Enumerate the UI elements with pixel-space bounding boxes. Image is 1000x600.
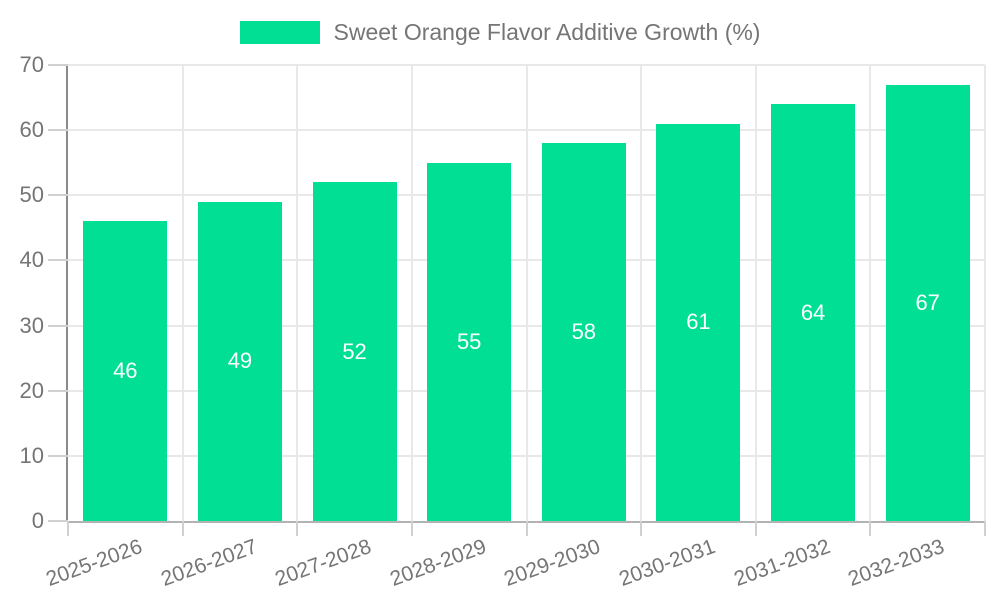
bar-value-label: 55: [456, 328, 482, 354]
x-tick-mark: [869, 521, 872, 536]
x-tick-label: 2028-2029: [386, 535, 490, 591]
y-tick-mark: [48, 64, 68, 66]
x-tick-label: 2032-2033: [845, 535, 948, 591]
gridline-vertical: [869, 65, 872, 521]
x-tick-label: 2025-2026: [42, 535, 146, 591]
bar-value-label: 46: [113, 358, 138, 384]
y-tick-label: 10: [19, 442, 44, 468]
bar-2030-2031[interactable]: 61: [656, 123, 741, 521]
y-tick-mark: [48, 259, 68, 262]
bar-value-label: 64: [800, 299, 826, 325]
bar-value-label: 52: [342, 338, 367, 364]
y-tick-mark: [48, 520, 68, 522]
bar-value-label: 67: [915, 289, 940, 315]
legend-label[interactable]: Sweet Orange Flavor Additive Growth (%): [333, 18, 761, 45]
x-tick-mark: [640, 521, 643, 536]
gridline-vertical: [640, 65, 643, 521]
x-tick-mark: [296, 521, 299, 536]
y-tick-label: 70: [19, 52, 44, 77]
legend: Sweet Orange Flavor Additive Growth (%): [0, 16, 1000, 48]
bar-2032-2033[interactable]: 67: [885, 84, 970, 521]
x-tick-label: 2029-2030: [501, 535, 604, 591]
bar-2029-2030[interactable]: 58: [541, 143, 626, 521]
y-tick-mark: [48, 389, 68, 392]
x-tick-label: 2027-2028: [272, 535, 375, 591]
gridline-vertical: [410, 65, 413, 521]
gridline-vertical: [296, 65, 299, 521]
gridline-vertical: [525, 65, 528, 521]
y-tick-label: 60: [19, 117, 44, 143]
x-tick-mark: [754, 521, 757, 536]
bar-2028-2029[interactable]: 55: [427, 162, 512, 521]
x-tick-mark: [181, 521, 184, 536]
bar-value-label: 49: [227, 348, 253, 374]
x-tick-mark: [525, 521, 528, 536]
x-tick-mark: [67, 521, 69, 536]
x-tick-mark: [984, 521, 986, 536]
bar-value-label: 58: [571, 319, 597, 345]
x-tick-label: 2031-2032: [730, 535, 833, 591]
y-tick-label: 40: [19, 247, 44, 273]
bar-2025-2026[interactable]: 46: [83, 221, 168, 521]
y-tick-mark: [48, 129, 68, 132]
legend-swatch[interactable]: [239, 20, 320, 44]
y-tick-label: 30: [19, 312, 44, 338]
gridline-vertical: [984, 65, 986, 521]
bar-2026-2027[interactable]: 49: [197, 201, 282, 521]
y-axis-line: [66, 65, 68, 521]
y-tick-label: 50: [19, 182, 44, 208]
x-tick-mark: [410, 521, 413, 536]
y-tick-label: 20: [19, 377, 44, 403]
y-tick-mark: [48, 454, 68, 457]
y-tick-mark: [48, 194, 68, 197]
gridline-vertical: [181, 65, 184, 521]
x-tick-label: 2030-2031: [616, 535, 719, 591]
plot-area: 46 49 52 55 58 61 64 67: [66, 64, 986, 523]
bar-value-label: 61: [686, 309, 711, 335]
x-tick-label: 2026-2027: [157, 535, 260, 591]
y-tick-label: 0: [31, 508, 44, 533]
y-tick-mark: [48, 324, 68, 327]
bar-2031-2032[interactable]: 64: [771, 104, 856, 521]
gridline-vertical: [754, 65, 757, 521]
bar-2027-2028[interactable]: 52: [312, 182, 397, 521]
